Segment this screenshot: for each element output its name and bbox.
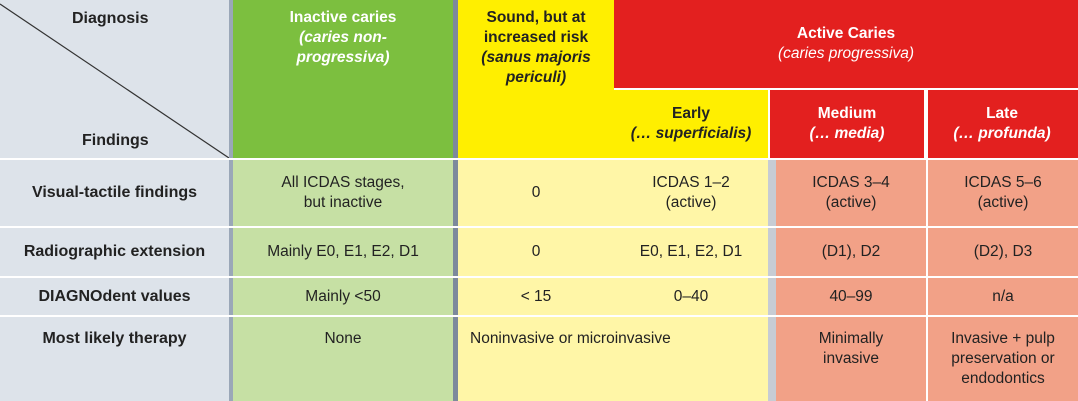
header-active-title: Active Caries bbox=[796, 25, 896, 42]
cell-text: 40–99 bbox=[829, 287, 873, 305]
corner-findings-label: Findings bbox=[82, 132, 149, 149]
row-label-therapy: Most likely therapy bbox=[0, 317, 229, 401]
cell-therapy-sound-early: Noninvasive or microinvasive bbox=[458, 317, 768, 401]
cell-text: Noninvasive or microinvasive bbox=[470, 330, 671, 347]
row-separator-2 bbox=[0, 276, 1078, 278]
cell-diagno-early: 0–40 bbox=[614, 278, 768, 315]
corner-diagonal-line bbox=[0, 3, 229, 158]
cell-text: Minimally invasive bbox=[818, 330, 884, 367]
column-separator-medium-header bbox=[768, 90, 770, 158]
cell-visual-inactive: All ICDAS stages, but inactive bbox=[233, 160, 453, 226]
cell-therapy-medium: Minimally invasive bbox=[776, 317, 926, 401]
cell-text: E0, E1, E2, D1 bbox=[639, 243, 743, 260]
column-separator-inactive bbox=[453, 0, 458, 401]
header-medium-subtitle: (… media) bbox=[809, 125, 885, 142]
cell-diagno-late: n/a bbox=[928, 278, 1078, 315]
cell-radio-sound: 0 bbox=[458, 228, 614, 276]
header-inactive-title: Inactive caries bbox=[289, 9, 397, 26]
row-label-radiographic: Radiographic extension bbox=[0, 228, 229, 276]
cell-diagno-sound: < 15 bbox=[458, 278, 614, 315]
column-separator-findings bbox=[229, 0, 233, 401]
cell-text: Invasive + pulp preservation or endodont… bbox=[951, 330, 1055, 387]
cell-text: All ICDAS stages, but inactive bbox=[281, 174, 405, 211]
cell-radio-late: (D2), D3 bbox=[928, 228, 1078, 276]
cell-text: < 15 bbox=[520, 287, 552, 305]
cell-text: 0 bbox=[531, 184, 541, 201]
cell-visual-late: ICDAS 5–6 (active) bbox=[928, 160, 1078, 226]
header-sound-title: Sound, but at increased risk bbox=[483, 9, 589, 46]
header-medium-title: Medium bbox=[817, 105, 877, 122]
cell-text: ICDAS 5–6 (active) bbox=[964, 174, 1042, 211]
cell-visual-early: ICDAS 1–2 (active) bbox=[614, 160, 768, 226]
corner-diagnosis-label: Diagnosis bbox=[72, 10, 149, 27]
cell-text: ICDAS 1–2 (active) bbox=[652, 174, 730, 211]
header-inactive-caries: Inactive caries (caries non-progressiva) bbox=[233, 0, 453, 158]
cell-text: n/a bbox=[992, 287, 1014, 305]
cell-text: Mainly <50 bbox=[305, 287, 381, 305]
header-early-title: Early bbox=[672, 105, 710, 122]
cell-text: None bbox=[324, 330, 362, 347]
cell-text: Mainly E0, E1, E2, D1 bbox=[267, 243, 419, 260]
header-medium: Medium (… media) bbox=[770, 90, 924, 158]
header-late-title: Late bbox=[986, 105, 1018, 122]
header-sound-subtitle: (sanus majoris periculi) bbox=[481, 49, 591, 86]
row-label-visual-tactile: Visual-tactile findings bbox=[0, 160, 229, 226]
cell-therapy-inactive: None bbox=[233, 317, 453, 401]
cell-radio-inactive: Mainly E0, E1, E2, D1 bbox=[233, 228, 453, 276]
header-inactive-subtitle: (caries non-progressiva) bbox=[296, 29, 390, 66]
cell-text: (D1), D2 bbox=[821, 243, 881, 260]
header-active-subtitle: (caries progressiva) bbox=[777, 45, 915, 62]
cell-radio-medium: (D1), D2 bbox=[776, 228, 926, 276]
header-active-caries: Active Caries (caries progressiva) bbox=[614, 0, 1078, 88]
cell-diagno-medium: 40–99 bbox=[776, 278, 926, 315]
header-late: Late (… profunda) bbox=[926, 90, 1078, 158]
cell-visual-sound: 0 bbox=[458, 160, 614, 226]
cell-text: (D2), D3 bbox=[973, 243, 1033, 260]
cell-radio-early: E0, E1, E2, D1 bbox=[614, 228, 768, 276]
cell-text: 0–40 bbox=[673, 287, 709, 305]
row-separator-active-sub bbox=[614, 88, 1078, 90]
cell-text: 0 bbox=[531, 243, 541, 260]
header-early: Early (… superficialis) bbox=[614, 90, 768, 158]
row-separator-1 bbox=[0, 226, 1078, 228]
cell-therapy-late: Invasive + pulp preservation or endodont… bbox=[928, 317, 1078, 401]
cell-text: ICDAS 3–4 (active) bbox=[812, 174, 890, 211]
row-separator-3 bbox=[0, 315, 1078, 317]
column-separator-late bbox=[926, 90, 928, 401]
header-sound-increased-risk: Sound, but at increased risk (sanus majo… bbox=[458, 0, 614, 158]
row-label-diagnodent: DIAGNOdent values bbox=[0, 278, 229, 315]
column-separator-medium bbox=[768, 160, 776, 401]
row-separator-header bbox=[0, 158, 1078, 160]
header-late-subtitle: (… profunda) bbox=[953, 125, 1051, 142]
cell-diagno-inactive: Mainly <50 bbox=[233, 278, 453, 315]
cell-visual-medium: ICDAS 3–4 (active) bbox=[776, 160, 926, 226]
header-early-subtitle: (… superficialis) bbox=[630, 125, 752, 142]
